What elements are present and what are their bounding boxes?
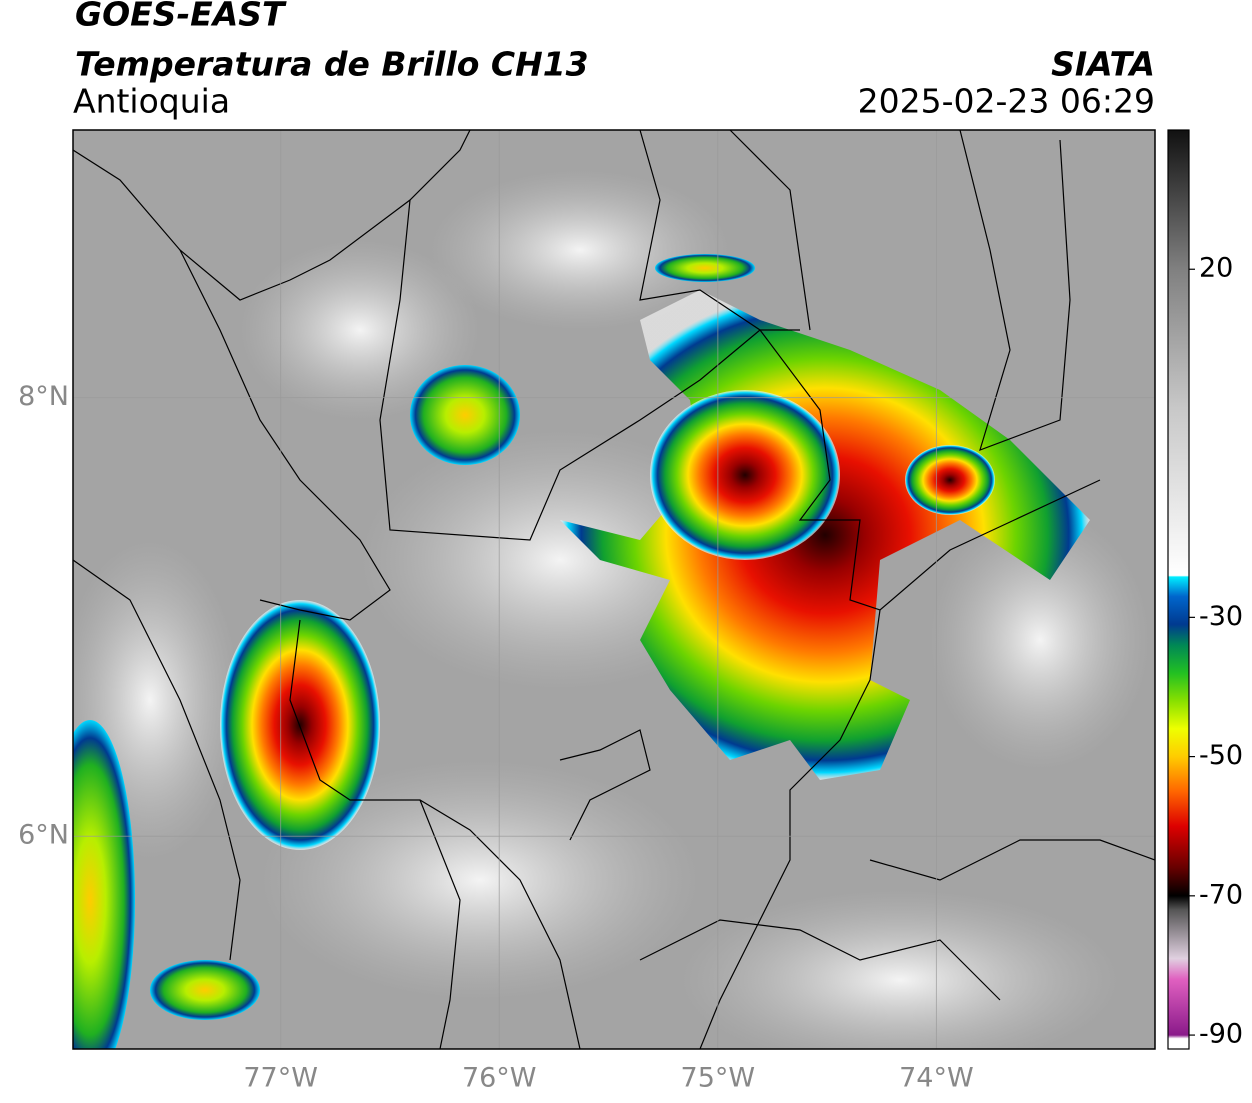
colorbar-tick-label: -50 — [1199, 740, 1243, 771]
cloud — [430, 170, 730, 330]
cloud — [680, 890, 1120, 1049]
colorbar-tick-label: -90 — [1199, 1019, 1243, 1050]
storm-cell — [73, 720, 135, 1049]
lon-tick-label: 74°W — [899, 1063, 974, 1094]
colorbar-fill — [1167, 129, 1190, 1050]
colorbar: 20 -30 -50 -70 -90 — [1167, 129, 1243, 1050]
graticule — [73, 130, 1155, 1049]
lat-tick-label: 8°N — [18, 381, 69, 412]
datetime: 2025-02-23 06:29 — [858, 82, 1155, 121]
cloud — [240, 240, 480, 420]
title: GOES-EAST — [75, 0, 287, 34]
colorbar-tick-label: -70 — [1199, 879, 1243, 910]
cloud — [930, 510, 1150, 770]
borders — [73, 130, 1155, 1049]
colorbar-tick-label: 20 — [1199, 253, 1233, 284]
lon-tick-label: 75°W — [681, 1063, 756, 1094]
storm-cell — [150, 960, 260, 1020]
lat-tick-label: 6°N — [18, 820, 69, 851]
cloud — [260, 760, 700, 1000]
storm-cell — [410, 365, 520, 465]
lon-tick-label: 77°W — [243, 1063, 318, 1094]
colorbar-tick-label: -30 — [1199, 601, 1243, 632]
storm-cell — [905, 445, 995, 515]
satellite-image — [73, 130, 1155, 1049]
source: SIATA — [1051, 45, 1155, 84]
region: Antioquia — [73, 82, 230, 121]
storm-cell — [655, 254, 755, 282]
map-frame — [72, 129, 1156, 1050]
subtitle: Temperatura de Brillo CH13 — [75, 45, 589, 84]
lon-tick-label: 76°W — [462, 1063, 537, 1094]
storm-core — [650, 390, 840, 560]
